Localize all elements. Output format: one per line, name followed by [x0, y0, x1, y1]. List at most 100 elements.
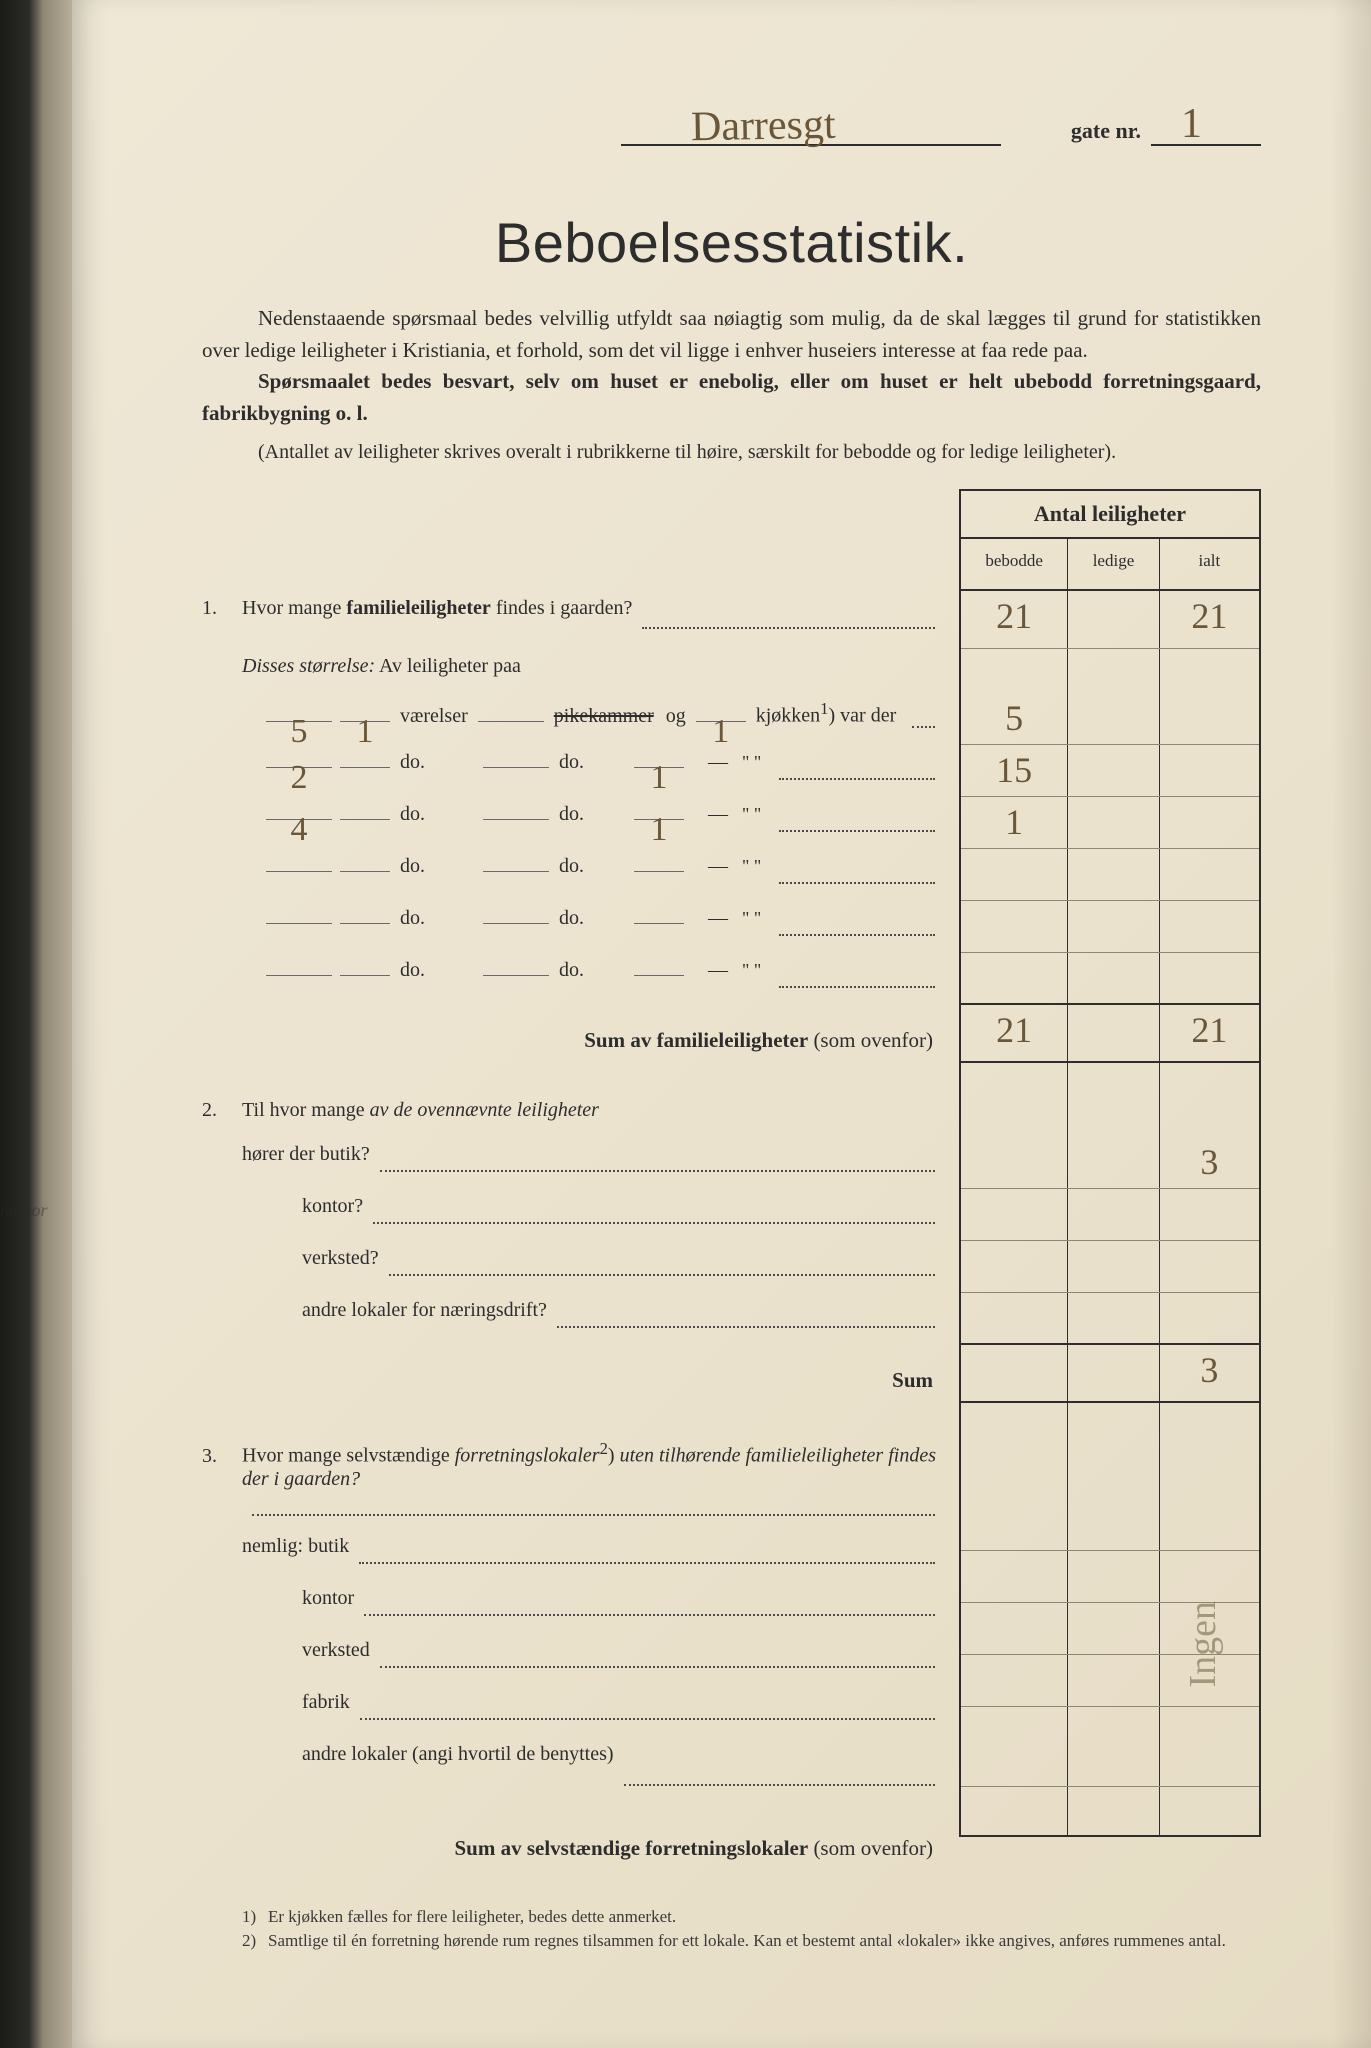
q2-row-label: hører der butik? — [242, 1143, 370, 1166]
q1-number: 1. — [202, 597, 242, 620]
kjokken-sup: 1 — [820, 699, 828, 718]
cell-bebodde: 21 — [961, 1005, 1068, 1061]
q3-row: nemlig: butik — [202, 1535, 941, 1587]
pikekammer-field — [483, 819, 549, 820]
q1-subtitle-pre: Disses størrelse: — [242, 655, 375, 677]
kjokken-field — [634, 871, 684, 872]
size-row: do. do. — " " — [202, 907, 941, 959]
q3-number: 3. — [202, 1445, 242, 1468]
gate-nr-handwritten: 1 — [1181, 100, 1202, 148]
do-label: do. — [400, 803, 425, 826]
cell-ialt — [1160, 693, 1259, 744]
do-label: do. — [400, 907, 425, 930]
table-row: 21 21 — [961, 591, 1259, 649]
kjokken-label: kjøkken1) var der — [756, 699, 897, 728]
pik-value: 1 — [357, 713, 374, 751]
vaerelser-field: 2 — [266, 767, 332, 768]
do-label: do. — [400, 751, 425, 774]
kjokken-label-post: ) var der — [829, 705, 897, 727]
intro-paragraph-1: Nedenstaaende spørsmaal bedes velvillig … — [202, 303, 1261, 366]
dash-label: — — [708, 751, 728, 774]
q3-row-label: andre lokaler (angi hvortil de benyttes) — [302, 1743, 614, 1766]
dash-label: — — [708, 907, 728, 930]
gate-nr-label: gate nr. — [1071, 118, 1141, 144]
dash-label: — — [708, 959, 728, 982]
dotted-leader — [364, 1614, 935, 1616]
dotted-leader — [252, 1514, 935, 1516]
document-page: Darresgt gate nr. 1 Beboelsesstatistik. … — [72, 0, 1371, 2048]
count-table: Antal leiligheter bebodde ledige ialt 21… — [959, 489, 1261, 1837]
q3-row: fabrik — [202, 1691, 941, 1743]
ditto-marks: " " — [742, 908, 761, 929]
street-handwritten: Darresgt — [691, 101, 836, 152]
table-row: 15 — [961, 745, 1259, 797]
dotted-leader — [779, 830, 935, 832]
footnote-1-text: Er kjøkken fælles for flere leiligheter,… — [268, 1907, 1261, 1927]
pikekammer-field — [483, 975, 549, 976]
q2-lead-italic: av de ovennævnte leiligheter — [370, 1099, 599, 1121]
spine-marginal-text: nd bor — [0, 1200, 48, 1221]
q1-row: 1. Hvor mange familieleiligheter findes … — [202, 597, 941, 655]
cell-bebodde: 1 — [961, 797, 1068, 848]
do-label: do. — [559, 855, 584, 878]
q3-lead-sup: 2 — [600, 1439, 608, 1458]
dotted-leader — [779, 934, 935, 936]
kjokken-value: 1 — [651, 811, 668, 849]
dotted-leader — [380, 1666, 935, 1668]
intro-p2-text: Spørsmaalet bedes besvart, selv om huset… — [202, 369, 1261, 425]
kjokken-value: 1 — [712, 713, 729, 751]
cell-ialt: 3 — [1160, 1137, 1259, 1188]
cell-ledige — [1068, 797, 1159, 848]
intro-p1-text: Nedenstaaende spørsmaal bedes velvillig … — [202, 306, 1261, 362]
q2-sum-row: Sum — [202, 1351, 941, 1409]
dotted-leader — [360, 1718, 935, 1720]
cell-ledige — [1068, 591, 1159, 648]
dash-label: — — [708, 803, 728, 826]
cell-ialt: 21 — [1160, 591, 1259, 648]
q3-lead-italic: forretningslokaler — [455, 1445, 600, 1467]
table-row — [961, 1499, 1259, 1551]
q2-row: verksted? — [202, 1247, 941, 1299]
cell-ialt — [1160, 745, 1259, 796]
table-row — [961, 1293, 1259, 1345]
kjokken-label-pre: kjøkken — [756, 705, 820, 727]
size-row: 5 1 værelser pikekammer og 1 kjøkken1) v… — [202, 699, 941, 751]
do-label: do. — [400, 959, 425, 982]
dash-label: — — [708, 855, 728, 878]
dotted-leader — [779, 986, 935, 988]
q1-text-pre: Hvor mange — [242, 597, 346, 619]
table-row — [961, 1241, 1259, 1293]
footnote-1: 1) Er kjøkken fælles for flere leilighet… — [242, 1907, 1261, 1927]
cell-ialt: 21 — [1160, 1005, 1259, 1061]
q3-row: verksted — [202, 1639, 941, 1691]
q3-row: kontor — [202, 1587, 941, 1639]
size-row: 2 do. do. 1 — " " — [202, 751, 941, 803]
dotted-leader — [359, 1562, 935, 1564]
q3-lead-dots — [202, 1491, 941, 1535]
table-row — [961, 953, 1259, 1005]
pikekammer-label: pikekammer — [554, 705, 654, 728]
dotted-leader — [642, 627, 935, 629]
questions-column: 1. Hvor mange familieleiligheter findes … — [202, 489, 941, 1873]
q2-lead: 2. Til hvor mange av de ovennævnte leili… — [202, 1099, 941, 1143]
q1-sum-label: Sum av familieleiligheter — [584, 1028, 808, 1053]
q1-sum-row: Sum av familieleiligheter (som ovenfor) — [202, 1011, 941, 1069]
vaerelser-field — [266, 871, 332, 872]
pik-field — [340, 819, 390, 820]
do-label: do. — [400, 855, 425, 878]
table-spacer — [961, 1063, 1259, 1137]
q2-row: andre lokaler for næringsdrift? — [202, 1299, 941, 1351]
dotted-leader — [624, 1784, 935, 1786]
table-spacer — [961, 1403, 1259, 1499]
col-ledige-label: ledige — [1068, 539, 1159, 589]
count-table-head: Antal leiligheter — [961, 491, 1259, 539]
vaerelser-field: 5 — [266, 721, 332, 722]
footnotes: 1) Er kjøkken fælles for flere leilighet… — [202, 1907, 1261, 1951]
footnote-2-num: 2) — [242, 1931, 268, 1951]
cell-ledige — [1068, 693, 1159, 744]
do-label: do. — [559, 803, 584, 826]
q1-subtitle: Disses størrelse: Av leiligheter paa — [202, 655, 941, 699]
table-row — [961, 901, 1259, 953]
vaerelser-label: værelser — [400, 705, 468, 728]
cell-ledige — [1068, 1005, 1159, 1061]
